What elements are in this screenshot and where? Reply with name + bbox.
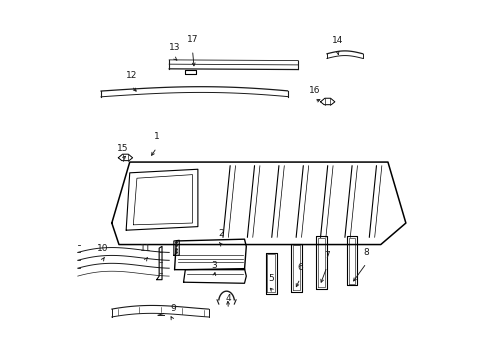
Text: 12: 12 [125, 71, 137, 80]
Text: 11: 11 [140, 244, 151, 253]
Text: 1: 1 [153, 132, 159, 141]
Text: 8: 8 [363, 248, 368, 257]
Text: 13: 13 [168, 42, 180, 51]
Text: 3: 3 [211, 261, 217, 270]
Text: 7: 7 [324, 251, 329, 260]
Text: 2: 2 [218, 229, 224, 238]
Text: 4: 4 [225, 294, 231, 303]
Text: 14: 14 [331, 36, 343, 45]
Text: 5: 5 [268, 274, 274, 283]
Text: 15: 15 [117, 144, 128, 153]
Text: 9: 9 [169, 305, 175, 314]
Text: 17: 17 [186, 35, 198, 44]
Text: 16: 16 [308, 86, 320, 95]
Text: 6: 6 [297, 263, 303, 272]
Text: 10: 10 [97, 244, 108, 253]
